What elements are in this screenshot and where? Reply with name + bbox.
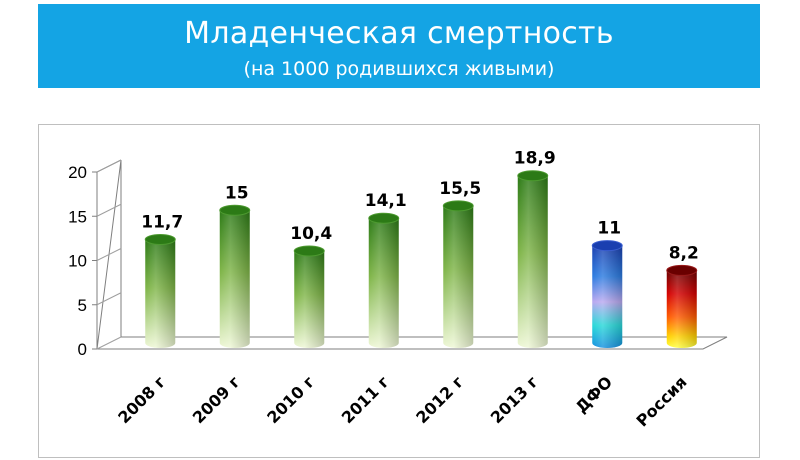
data-label: 15,5 xyxy=(439,179,481,199)
bar-shading xyxy=(294,250,325,348)
bar xyxy=(144,233,176,348)
bar-top xyxy=(666,264,698,276)
y-tick-label: 10 xyxy=(68,252,87,271)
bars xyxy=(144,170,698,348)
chart-subtitle: (на 1000 родившихся живыми) xyxy=(243,58,555,80)
bar-top xyxy=(293,245,325,257)
bar-top xyxy=(368,212,400,224)
bar-chart: 0 5 10 15 20 11,7 2008 г 15 2009 г 10,4 2010 г 14,1… xyxy=(68,149,728,430)
bar-top xyxy=(144,233,176,245)
axes xyxy=(92,159,728,350)
x-tick-label: 2010 г xyxy=(263,372,318,427)
bar xyxy=(442,200,474,348)
chart-frame: 0 5 10 15 20 11,7 2008 г 15 2009 г 10,4 2010 г 14,1… xyxy=(38,124,760,458)
y-tick-label: 0 xyxy=(78,340,87,359)
y-gridline xyxy=(96,248,122,261)
floor-outline xyxy=(97,160,728,350)
data-label: 14,1 xyxy=(365,191,407,211)
bar xyxy=(219,204,251,348)
y-tick-label: 20 xyxy=(68,163,87,182)
y-tick-label: 15 xyxy=(68,207,87,226)
data-label: 11,7 xyxy=(141,212,183,232)
bar-top xyxy=(517,170,549,182)
bar-shading xyxy=(592,245,623,348)
data-label: 15 xyxy=(225,183,249,203)
bar xyxy=(666,264,698,348)
y-tick-label: 5 xyxy=(78,296,87,315)
chart-title: Младенческая смертность xyxy=(184,16,614,51)
bar xyxy=(368,212,400,348)
x-tick-label: 2011 г xyxy=(338,372,393,427)
title-banner: Младенческая смертность (на 1000 родивши… xyxy=(38,4,760,88)
bar-shading xyxy=(219,210,250,348)
bar-shading xyxy=(666,270,697,348)
data-label: 10,4 xyxy=(290,224,332,244)
x-tick-label: 2013 г xyxy=(487,372,542,427)
bar-shading xyxy=(145,239,176,348)
bar xyxy=(517,170,549,348)
data-label: 11 xyxy=(597,219,621,239)
bar-shading xyxy=(443,205,474,348)
y-gridline xyxy=(96,159,122,173)
data-label: 8,2 xyxy=(669,243,699,263)
bar-top xyxy=(591,240,623,252)
bar xyxy=(293,245,325,348)
x-tick-label: 2012 г xyxy=(412,372,467,427)
bar-top xyxy=(219,204,251,216)
x-tick-label: Россия xyxy=(632,372,690,430)
x-tick-label: ДФО xyxy=(572,372,616,416)
y-gridline xyxy=(96,336,122,350)
bar-shading xyxy=(517,175,548,348)
bar-top xyxy=(442,200,474,212)
y-gridline xyxy=(96,292,122,306)
bar xyxy=(591,240,623,348)
data-label: 18,9 xyxy=(514,149,556,169)
x-tick-label: 2009 г xyxy=(189,372,244,427)
bar-shading xyxy=(368,218,399,348)
y-gridline xyxy=(96,203,122,217)
x-tick-label: 2008 г xyxy=(114,372,169,427)
